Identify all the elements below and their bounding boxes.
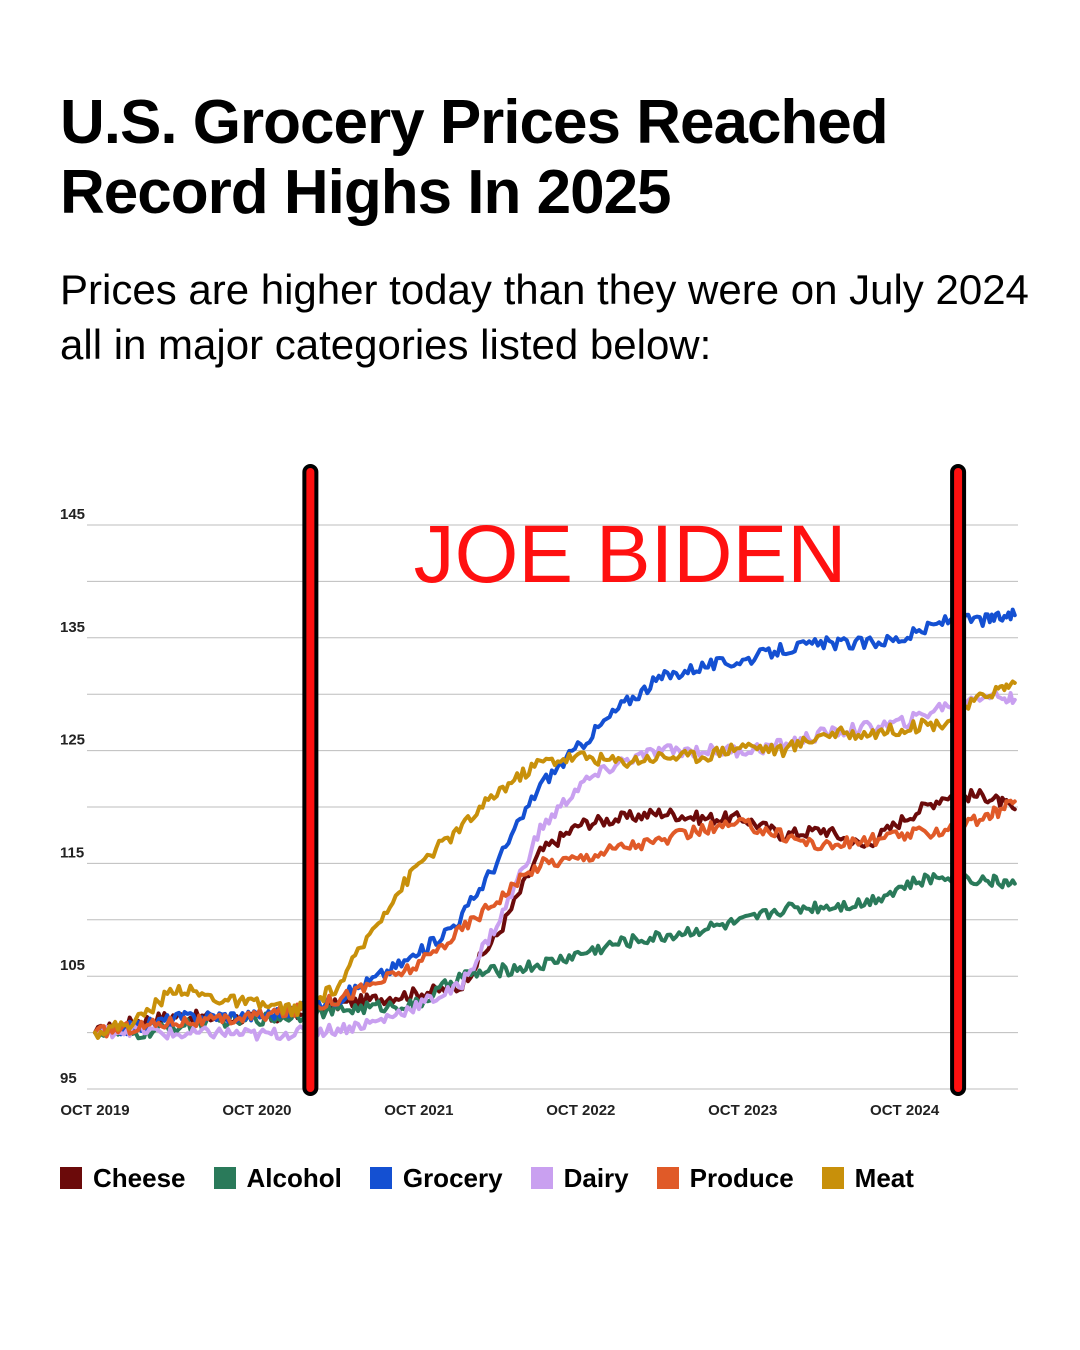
y-axis-ticks: 145 135 125 115 105 95 bbox=[60, 506, 85, 1087]
overlay-layer: JOE BIDEN bbox=[302, 464, 967, 1096]
chart-legend: Cheese Alcohol Grocery Dairy Produce Meat bbox=[60, 1160, 942, 1196]
legend-item-meat: Meat bbox=[821, 1162, 914, 1194]
term-marker-bar bbox=[950, 464, 967, 1096]
legend-swatch bbox=[60, 1167, 82, 1189]
x-tick-label: OCT 2024 bbox=[870, 1102, 940, 1119]
x-tick-label: OCT 2019 bbox=[60, 1102, 129, 1119]
legend-label: Dairy bbox=[563, 1162, 629, 1193]
legend-label: Alcohol bbox=[246, 1162, 342, 1193]
legend-item-alcohol: Alcohol bbox=[213, 1162, 342, 1194]
series-line-meat bbox=[93, 679, 1017, 1040]
y-tick-label: 105 bbox=[60, 957, 85, 974]
legend-label: Cheese bbox=[93, 1162, 186, 1193]
legend-swatch bbox=[213, 1167, 236, 1189]
series-line-dairy bbox=[93, 690, 1017, 1042]
y-tick-label: 135 bbox=[60, 619, 85, 636]
x-tick-label: OCT 2022 bbox=[546, 1102, 615, 1119]
legend-swatch bbox=[656, 1167, 679, 1189]
legend-label: Meat bbox=[854, 1162, 914, 1193]
series-line-produce bbox=[93, 798, 1017, 1039]
y-tick-label: 125 bbox=[60, 732, 85, 749]
chart-gridlines bbox=[87, 524, 1018, 1090]
legend-label: Produce bbox=[689, 1162, 794, 1193]
legend-item-dairy: Dairy bbox=[530, 1162, 629, 1194]
term-marker-bar bbox=[302, 464, 319, 1096]
overlay-label: JOE BIDEN bbox=[414, 509, 847, 600]
page-title: U.S. Grocery Prices Reached Record Highs… bbox=[60, 88, 889, 227]
legend-swatch bbox=[530, 1167, 553, 1189]
legend-swatch bbox=[821, 1167, 844, 1189]
x-tick-label: OCT 2021 bbox=[384, 1102, 453, 1119]
y-tick-label: 115 bbox=[60, 844, 84, 861]
chart-series bbox=[93, 607, 1017, 1042]
legend-label: Grocery bbox=[402, 1162, 503, 1193]
legend-swatch bbox=[369, 1167, 392, 1189]
series-line-grocery bbox=[93, 607, 1017, 1037]
x-axis-ticks: OCT 2019 OCT 2020 OCT 2021 OCT 2022 OCT 2023… bbox=[60, 1102, 940, 1119]
legend-item-cheese: Cheese bbox=[60, 1163, 186, 1194]
y-tick-label: 95 bbox=[60, 1070, 77, 1087]
y-tick-label: 145 bbox=[60, 506, 85, 523]
x-tick-label: OCT 2023 bbox=[708, 1102, 777, 1119]
page-subtitle: Prices are higher today than they were o… bbox=[60, 266, 1029, 368]
legend-item-produce: Produce bbox=[656, 1162, 794, 1194]
legend-item-grocery: Grocery bbox=[369, 1162, 503, 1194]
x-tick-label: OCT 2020 bbox=[222, 1102, 291, 1119]
